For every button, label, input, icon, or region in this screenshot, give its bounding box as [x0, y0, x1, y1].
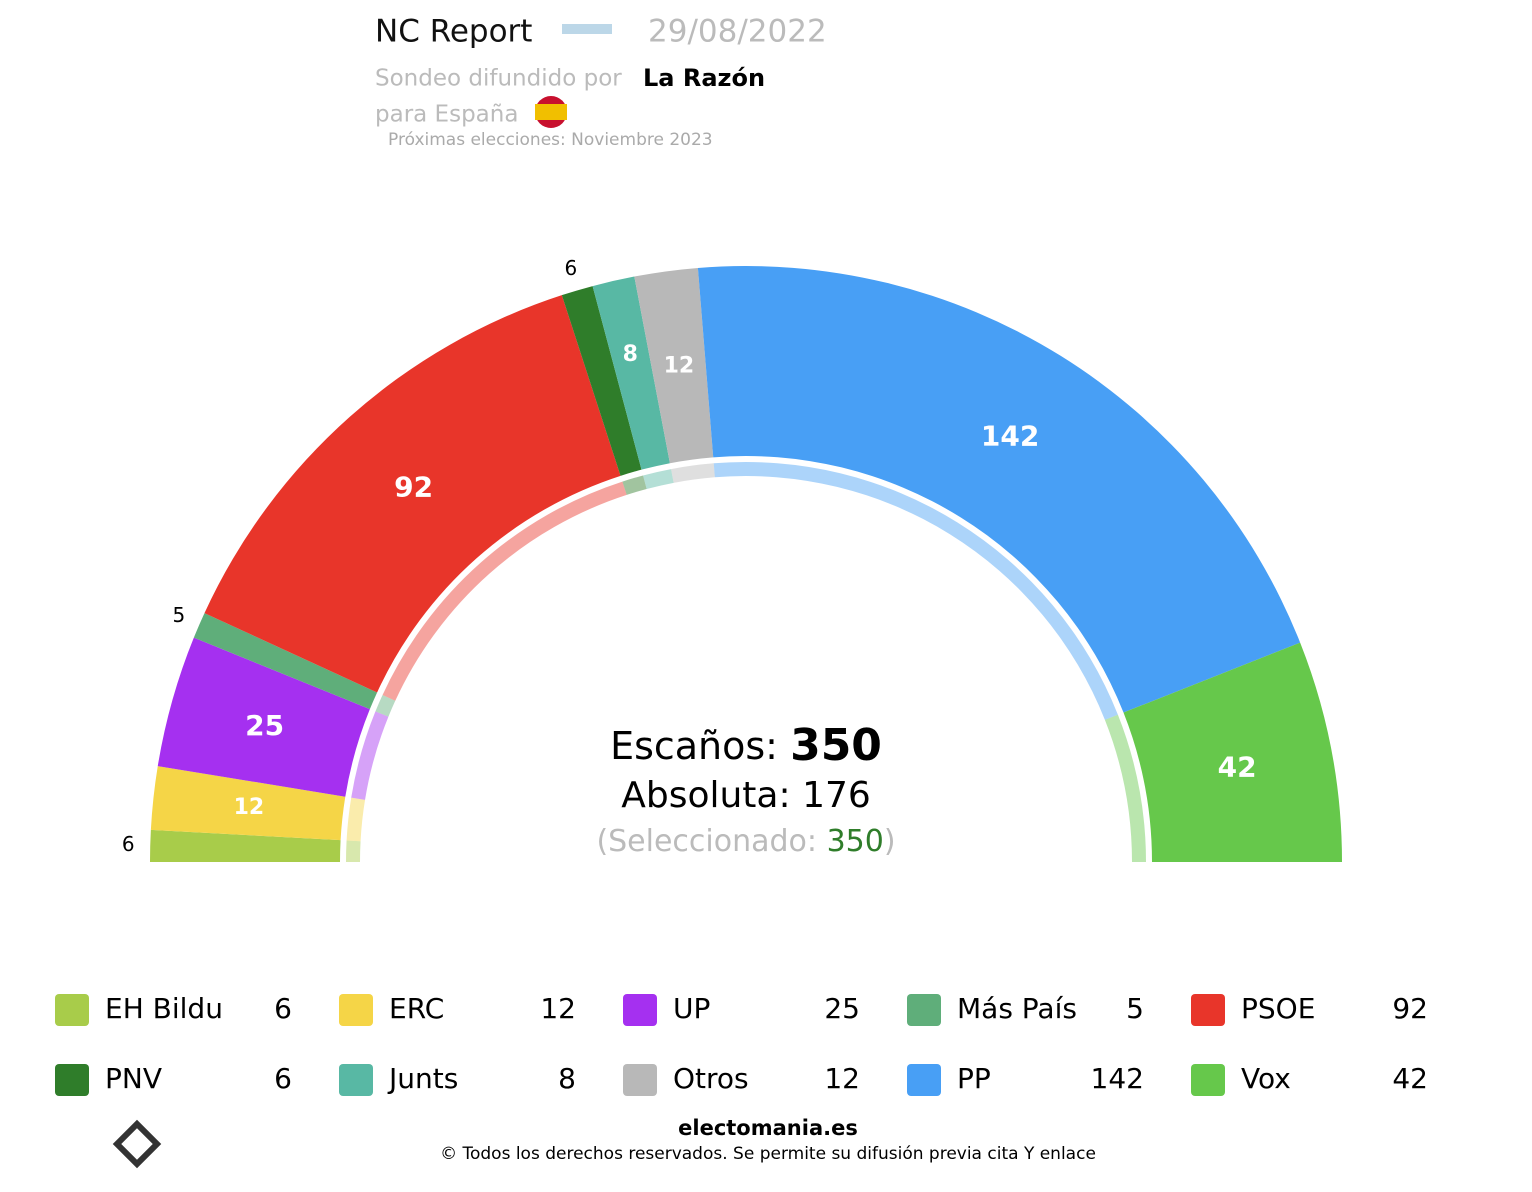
selected-line: (Seleccionado: 350)	[596, 824, 895, 859]
data-label: 6	[122, 832, 135, 856]
legend-icon	[339, 1064, 373, 1096]
seat-segment	[157, 637, 370, 797]
selected-segment	[382, 481, 627, 701]
data-label: 92	[394, 470, 433, 503]
subtitle: Sondeo difundido por	[375, 66, 622, 92]
flag-band	[535, 104, 567, 120]
selected-segment	[375, 694, 396, 717]
legend-value: 12	[540, 992, 576, 1025]
selected-segment	[622, 475, 647, 495]
data-label: 5	[172, 603, 185, 627]
seat-segment	[150, 766, 346, 841]
legend-name: Junts	[387, 1062, 458, 1095]
legend-icon	[907, 994, 941, 1026]
legend-value: 92	[1392, 992, 1428, 1025]
footer-logo	[112, 1119, 162, 1169]
legend-icon	[907, 1064, 941, 1096]
seat-segment	[193, 613, 378, 710]
legend-icon	[1191, 1064, 1225, 1096]
data-label: 8	[623, 342, 638, 367]
legend-icon	[1191, 994, 1225, 1026]
seat-segment	[697, 266, 1301, 713]
seat-segment	[592, 276, 670, 470]
legend-value: 8	[558, 1062, 576, 1095]
legend-name: PP	[957, 1062, 991, 1095]
legend-value: 5	[1126, 992, 1144, 1025]
legend-icon	[339, 994, 373, 1026]
selected: 350	[827, 824, 884, 859]
seat-segment	[561, 286, 642, 476]
legend-icon	[623, 1064, 657, 1096]
selected-segment	[713, 462, 1118, 720]
legend-icon	[55, 1064, 89, 1096]
selected-label: (Seleccionado:	[596, 824, 817, 859]
legend-value: 6	[274, 1062, 292, 1095]
footer-copyright: © Todos los derechos reservados. Se perm…	[440, 1144, 1096, 1164]
seat-segment	[1123, 642, 1342, 862]
legend-name: ERC	[389, 992, 444, 1025]
legend-name: Más País	[957, 992, 1077, 1025]
legend-name: PNV	[105, 1062, 162, 1095]
selected-segment	[351, 711, 389, 800]
pollster-logo	[562, 24, 612, 34]
region: para España	[375, 102, 518, 128]
seats-line: Escaños: 350	[610, 720, 882, 771]
legend-value: 25	[824, 992, 860, 1025]
legend-value: 42	[1392, 1062, 1428, 1095]
media: La Razón	[643, 64, 765, 92]
selected-segment	[671, 463, 715, 483]
selected-suffix: )	[884, 824, 896, 859]
majority-line: Absoluta: 176	[621, 775, 871, 816]
seat-segment	[150, 829, 341, 862]
legend-name: UP	[673, 992, 710, 1025]
data-label: 12	[664, 354, 695, 379]
legend-value: 12	[824, 1062, 860, 1095]
data-label: 6	[565, 256, 578, 280]
data-label: 12	[234, 795, 265, 820]
selected-segment	[346, 840, 361, 862]
seats-label: Escaños:	[610, 724, 778, 768]
footer-site: electomania.es	[678, 1116, 858, 1140]
next-election: Próximas elecciones: Noviembre 2023	[388, 130, 713, 150]
data-label: 142	[981, 419, 1039, 452]
seat-segment	[634, 267, 714, 464]
selected-segment	[1104, 714, 1146, 862]
chart-title: NC Report	[375, 14, 532, 50]
legend-name: EH Bildu	[105, 992, 223, 1025]
majority: 176	[802, 775, 871, 816]
legend-icon	[55, 994, 89, 1026]
selected-segment	[643, 469, 674, 490]
data-label: 25	[245, 709, 284, 742]
seat-segment	[204, 295, 621, 693]
legend-name: PSOE	[1241, 992, 1315, 1025]
legend-value: 142	[1091, 1062, 1144, 1095]
legend-icon	[623, 994, 657, 1026]
seats: 350	[790, 720, 882, 771]
legend-value: 6	[274, 992, 292, 1025]
legend-name: Vox	[1241, 1062, 1291, 1095]
selected-segment	[346, 797, 366, 842]
data-label: 42	[1218, 750, 1257, 783]
majority-label: Absoluta:	[621, 775, 790, 816]
legend-name: Otros	[673, 1062, 749, 1095]
poll-date: 29/08/2022	[648, 14, 827, 50]
